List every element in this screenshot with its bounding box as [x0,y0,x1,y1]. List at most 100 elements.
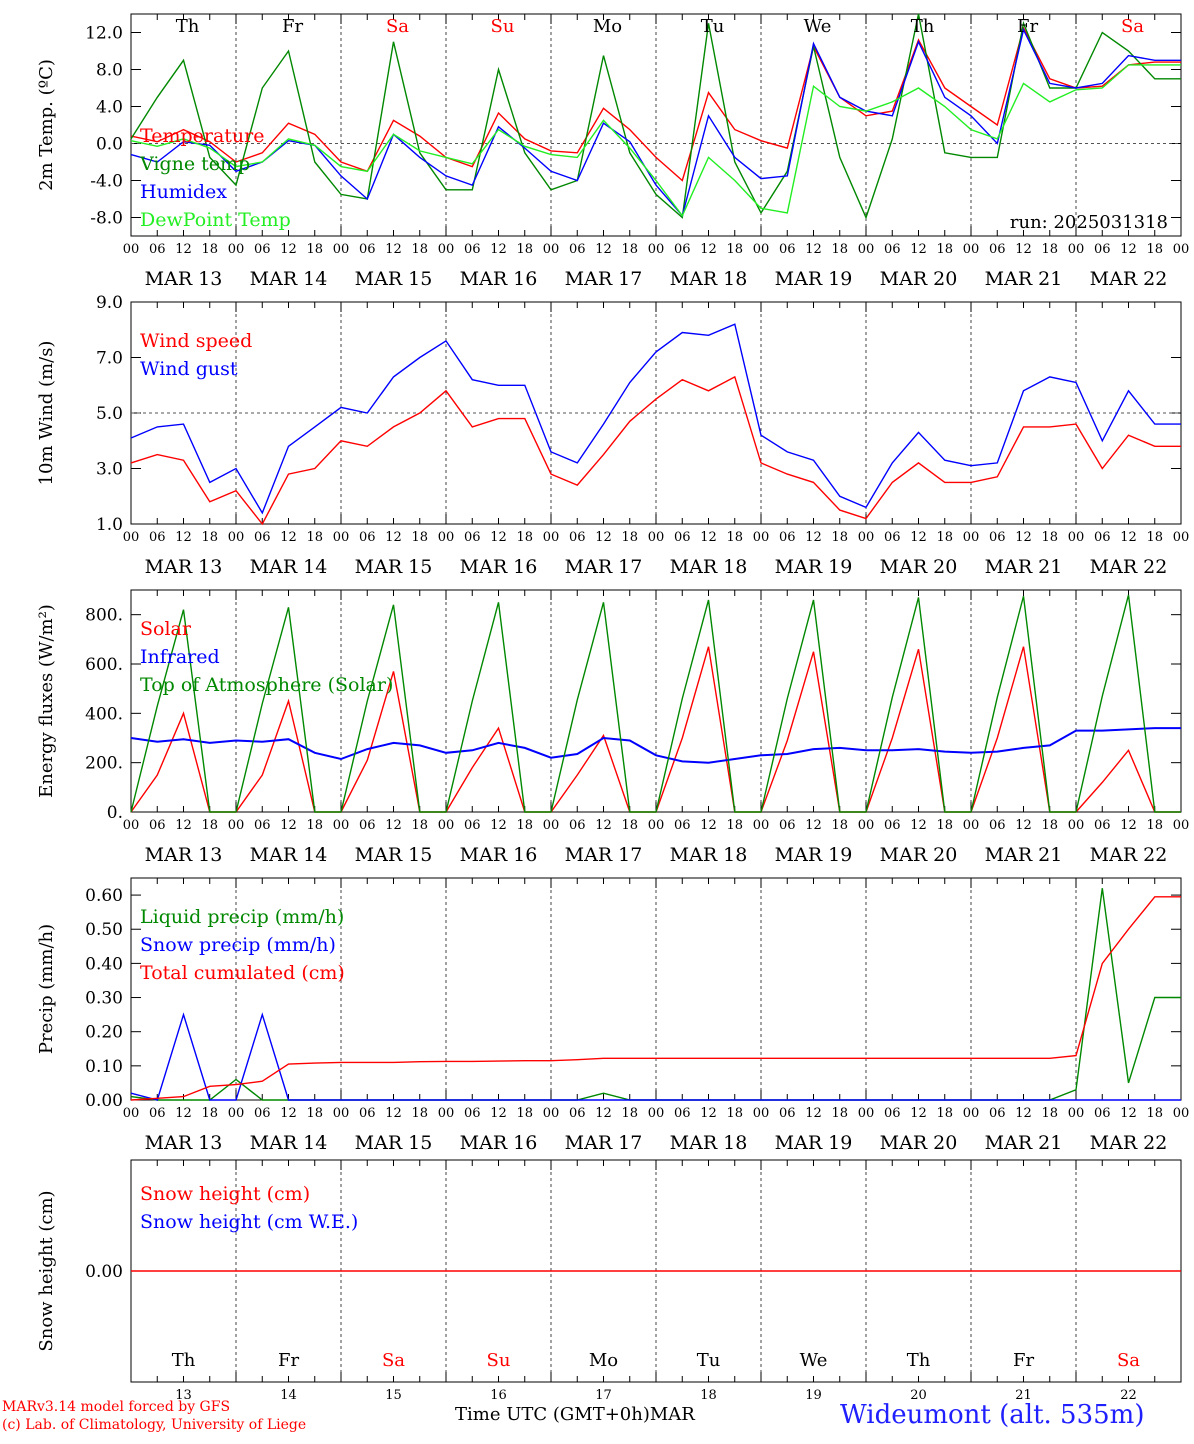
hour-tick-label: 06 [464,242,481,257]
hour-tick-label: 18 [621,818,638,833]
hour-tick-label: 06 [989,818,1006,833]
hour-tick-label: 00 [648,818,665,833]
y-tick-label: -4.0 [90,172,123,192]
hour-tick-label: 18 [201,530,218,545]
day-label: MAR 14 [250,844,328,866]
legend-entry: DewPoint Temp [140,209,291,231]
y-tick-label: 8.0 [96,61,123,81]
day-label: MAR 14 [250,556,328,578]
legend-entry: Wind gust [140,358,238,380]
day-label: MAR 16 [460,1132,538,1154]
day-label: MAR 21 [985,268,1063,290]
hour-tick-label: 12 [910,530,927,545]
hour-tick-label: 12 [1120,530,1137,545]
hour-tick-label: 12 [385,818,402,833]
y-tick-label: 7.0 [96,349,123,369]
hour-tick-label: 12 [175,818,192,833]
hour-tick-label: 12 [700,530,717,545]
hour-tick-label: 06 [359,1106,376,1121]
hour-tick-label: 12 [490,242,507,257]
hour-tick-label: 00 [1173,530,1190,545]
hour-tick-label: 12 [490,1106,507,1121]
hour-tick-label: 12 [595,818,612,833]
hour-tick-label: 12 [805,818,822,833]
hour-tick-label: 00 [333,530,350,545]
weekday-label: Sa [1117,1350,1140,1371]
hour-tick-label: 18 [726,818,743,833]
hour-tick-label: 18 [936,818,953,833]
model-credit: MARv3.14 model forced by GFS [2,1399,231,1415]
hour-tick-label: 12 [280,530,297,545]
day-label: MAR 16 [460,844,538,866]
lab-credit: (c) Lab. of Climatology, University of L… [2,1417,307,1433]
hour-tick-label: 12 [700,242,717,257]
hour-tick-label: 00 [333,1106,350,1121]
hour-tick-label: 00 [438,1106,455,1121]
hour-tick-label: 00 [963,530,980,545]
day-number-label: 18 [700,1388,717,1403]
hour-tick-label: 00 [1068,818,1085,833]
hour-tick-label: 18 [726,242,743,257]
hour-tick-label: 12 [175,1106,192,1121]
run-annotation: run: 2025031318 [1010,212,1168,233]
weekday-label: Th [911,16,935,37]
day-number-label: 22 [1120,1388,1137,1403]
hour-tick-label: 00 [228,242,245,257]
hour-tick-label: 12 [1015,242,1032,257]
hour-tick-label: 18 [516,1106,533,1121]
day-label: MAR 19 [775,844,853,866]
day-label: MAR 13 [145,556,223,578]
hour-tick-label: 06 [989,1106,1006,1121]
hour-tick-label: 00 [1173,1106,1190,1121]
weekday-label: Fr [1013,1350,1034,1371]
y-tick-label: 200. [85,754,123,774]
hour-tick-label: 06 [254,818,271,833]
day-label: MAR 15 [355,1132,433,1154]
hour-tick-label: 06 [569,242,586,257]
hour-tick-label: 06 [1094,818,1111,833]
hour-tick-label: 06 [464,530,481,545]
hour-tick-label: 18 [306,1106,323,1121]
day-label: MAR 22 [1090,844,1168,866]
y-tick-label: 0.20 [85,1023,123,1043]
hour-tick-label: 18 [516,530,533,545]
hour-tick-label: 18 [621,1106,638,1121]
y-axis-label: Precip (mm/h) [36,924,57,1054]
legend-entry: Snow precip (mm/h) [140,934,336,956]
y-tick-label: 0.00 [85,1091,123,1111]
weekday-label: Th [176,16,200,37]
hour-tick-label: 00 [858,1106,875,1121]
day-number-label: 15 [385,1388,402,1403]
y-axis-label: Energy fluxes (W/m²) [36,604,57,798]
hour-tick-label: 18 [201,1106,218,1121]
hour-tick-label: 00 [648,242,665,257]
hour-tick-label: 06 [779,242,796,257]
legend-entry: Temperature [140,125,264,147]
y-tick-label: 400. [85,704,123,724]
hour-tick-label: 00 [963,818,980,833]
hour-tick-label: 06 [359,530,376,545]
day-number-label: 16 [490,1388,507,1403]
hour-tick-label: 00 [543,818,560,833]
hour-tick-label: 12 [385,530,402,545]
hour-tick-label: 12 [385,242,402,257]
hour-tick-label: 18 [726,530,743,545]
x-axis-label: Time UTC (GMT+0h) [455,1404,650,1425]
legend-entry: Snow height (cm) [140,1183,310,1205]
hour-tick-label: 06 [779,530,796,545]
hour-tick-label: 18 [201,242,218,257]
legend-entry: Total cumulated (cm) [140,962,345,984]
hour-tick-label: 12 [175,530,192,545]
series-line [130,896,1181,1101]
weekday-label: Fr [282,16,303,37]
day-label: MAR 21 [985,556,1063,578]
weekday-label: Tu [697,1350,721,1371]
day-label: MAR 18 [670,844,748,866]
hour-tick-label: 18 [1041,242,1058,257]
series-line [130,323,1181,515]
legend-entry: Snow height (cm W.E.) [140,1211,358,1233]
day-label: MAR 21 [985,844,1063,866]
hour-tick-label: 18 [726,1106,743,1121]
hour-tick-label: 12 [1120,242,1137,257]
hour-tick-label: 18 [936,1106,953,1121]
